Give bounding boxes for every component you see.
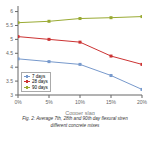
svg-text:5: 5 <box>10 36 13 42</box>
svg-text:5%: 5% <box>45 99 53 105</box>
svg-text:0%: 0% <box>14 99 22 105</box>
svg-text:10%: 10% <box>75 99 86 105</box>
svg-text:4: 4 <box>10 64 13 70</box>
html-text:Fig. 2: Average 7th, 28th and: Fig. 2: Average 7th, 28th and 90th day f… <box>22 116 128 121</box>
svg-text:5.5: 5.5 <box>8 22 13 28</box>
svg-text:3.5: 3.5 <box>8 78 13 84</box>
svg-text:20%: 20% <box>137 99 142 105</box>
svg-text:15%: 15% <box>106 99 117 105</box>
html-text:28 days: 28 days <box>32 79 48 84</box>
html-text:different concrete mixes: different concrete mixes <box>50 123 100 128</box>
html-text:7 days: 7 days <box>32 73 46 79</box>
svg-text:6: 6 <box>10 8 13 14</box>
svg-text:3: 3 <box>10 92 13 98</box>
svg-text:4.5: 4.5 <box>8 50 13 56</box>
svg-text:Copper slag: Copper slag <box>65 110 95 115</box>
html-text:90 days: 90 days <box>32 84 48 90</box>
